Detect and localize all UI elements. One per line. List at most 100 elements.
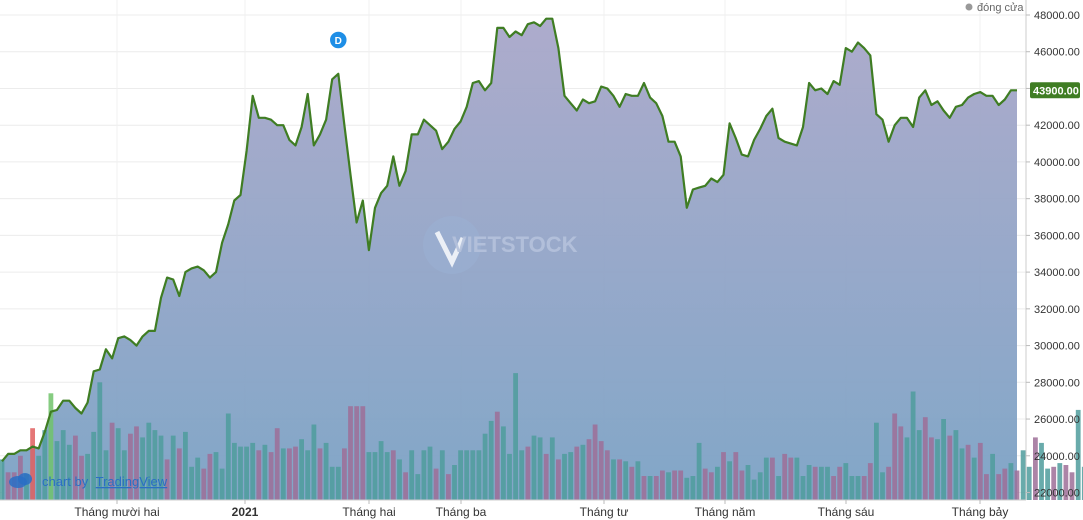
volume-bar (213, 452, 219, 500)
volume-bar (580, 444, 586, 501)
volume-bar (1045, 468, 1050, 500)
volume-bar (635, 461, 641, 500)
credit-prefix: chart by (42, 474, 89, 489)
volume-bar (831, 476, 836, 500)
volume-bar (1075, 409, 1081, 500)
volume-bar (1039, 442, 1044, 500)
volume-bar (861, 476, 867, 500)
volume-bar (152, 430, 158, 500)
volume-bar (5, 472, 11, 500)
volume-bar (666, 472, 671, 500)
dividend-marker[interactable]: D (328, 30, 349, 50)
credit-brand-link[interactable]: TradingView (96, 474, 168, 489)
volume-bar (531, 435, 537, 500)
volume-bar (378, 441, 384, 500)
volume-bar (776, 476, 781, 500)
last-price-value: 43900.00 (1033, 85, 1079, 97)
volume-bar (568, 452, 574, 500)
volume-bar (176, 448, 182, 500)
y-tick-label: 30000.00 (1034, 341, 1080, 353)
volume-bar (1033, 437, 1038, 500)
volume-bar (874, 422, 879, 500)
volume-bar (311, 424, 317, 500)
volume-bar (647, 476, 653, 500)
volume-bar (733, 452, 739, 500)
volume-bar (751, 479, 757, 500)
y-tick-label: 48000.00 (1034, 10, 1080, 22)
volume-bar (886, 466, 891, 500)
volume-bar (225, 413, 231, 500)
y-tick-label: 40000.00 (1034, 157, 1080, 169)
volume-bar (617, 459, 622, 500)
volume-bar (721, 452, 726, 500)
volume-bar (867, 463, 873, 500)
volume-bar (715, 466, 720, 500)
volume-bar (128, 433, 133, 500)
volume-bar (904, 437, 910, 500)
volume-bar (922, 417, 928, 500)
volume-bar (959, 448, 965, 500)
volume-bar (990, 453, 995, 500)
volume-bar (623, 461, 629, 500)
volume-bar (134, 426, 139, 500)
volume-bar (727, 461, 732, 500)
volume-bar (109, 422, 115, 500)
volume-bar (201, 468, 207, 500)
last-price-badge: 43900.00 (1030, 82, 1080, 99)
volume-bar (935, 439, 940, 500)
y-axis: 48000.0046000.0044000.0042000.0040000.00… (1025, 0, 1080, 500)
volume-bar (1069, 472, 1075, 500)
volume-bar (207, 453, 213, 500)
volume-bar (0, 459, 5, 500)
volume-bar (843, 463, 849, 500)
volume-bar (947, 435, 953, 500)
tradingview-credit[interactable]: chart by TradingView (9, 473, 168, 489)
volume-bar (232, 442, 237, 500)
volume-bar (323, 442, 329, 500)
y-tick-label: 24000.00 (1034, 451, 1080, 463)
volume-bar (562, 453, 567, 500)
volume-bar (85, 453, 90, 500)
volume-bar (299, 439, 304, 500)
volume-bar (549, 437, 555, 500)
volume-bar (507, 453, 512, 500)
y-tick-label: 38000.00 (1034, 194, 1080, 206)
volume-bar (164, 459, 170, 500)
volume-bar (770, 457, 775, 500)
volume-bar (1081, 466, 1083, 500)
volume-bar (170, 435, 176, 500)
y-tick-label: 26000.00 (1034, 414, 1080, 426)
volume-bar (244, 446, 249, 500)
volume-bar (525, 446, 531, 500)
volume-bar (629, 466, 635, 500)
x-tick-label: Tháng sáu (818, 505, 875, 519)
y-tick-label: 28000.00 (1034, 377, 1080, 389)
volume-bar (73, 435, 78, 500)
y-tick-label: 42000.00 (1034, 120, 1080, 132)
x-axis: Tháng mười hai 2021 Tháng hai Tháng ba Tháng… (0, 499, 1026, 519)
volume-bar (1008, 463, 1014, 500)
volume-bar (238, 446, 243, 500)
volume-bar (953, 430, 959, 500)
volume-bar (812, 466, 818, 500)
volume-bar (372, 452, 378, 500)
volume-bar (470, 450, 476, 500)
legend-dot-icon (965, 3, 973, 11)
volume-bar (97, 382, 103, 500)
volume-bar (977, 442, 983, 500)
volume-bar (262, 444, 268, 501)
legend-label: đóng cửa (977, 2, 1024, 14)
tradingview-cloud-icon (9, 473, 32, 488)
volume-bar (592, 424, 598, 500)
volume-bar (397, 459, 402, 500)
volume-bar (421, 450, 427, 500)
volume-bar (476, 450, 482, 500)
volume-bar (1051, 466, 1057, 500)
volume-bar (121, 450, 127, 500)
volume-bar (433, 468, 439, 500)
volume-bar (672, 470, 677, 500)
volume-bar (916, 430, 922, 500)
volume-bar (996, 474, 1002, 500)
volume-bar (140, 437, 145, 500)
